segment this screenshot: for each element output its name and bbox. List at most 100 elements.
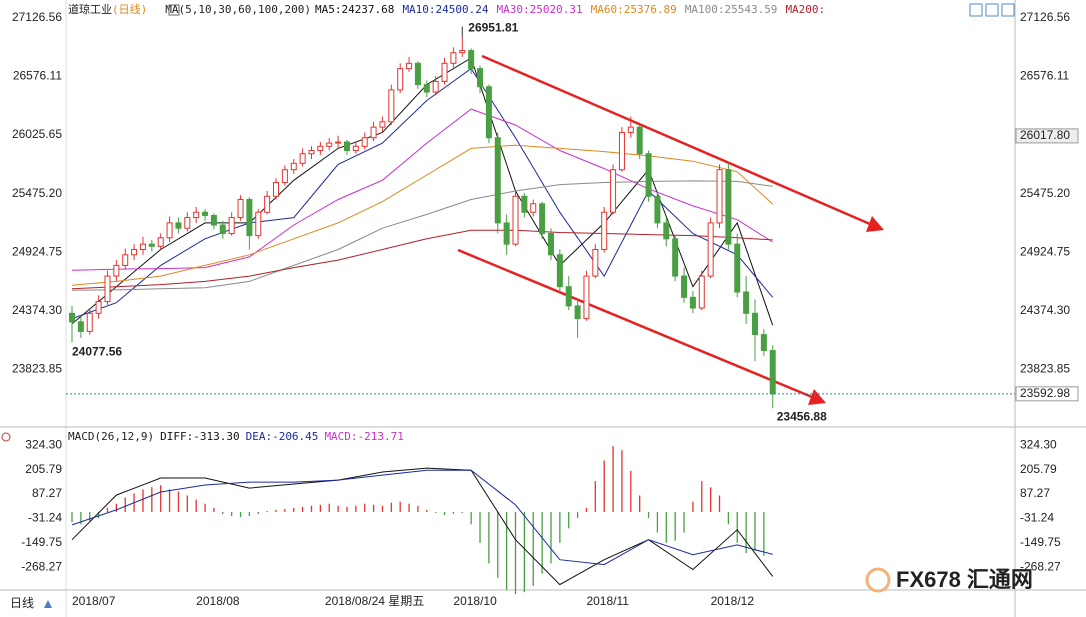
candle-body xyxy=(281,169,288,183)
macd-line xyxy=(71,467,774,586)
indicator: MA(5,10,30,60,100,200) xyxy=(165,3,311,16)
y-tick-label: 25475.20 xyxy=(12,186,62,200)
candle-body xyxy=(184,217,191,229)
y-tick-label: 324.30 xyxy=(25,437,62,451)
y-tick-label: -149.75 xyxy=(21,535,62,549)
candle-body xyxy=(343,141,350,152)
legend-entry: DEA:-206.45 xyxy=(246,430,319,443)
candle-body xyxy=(113,264,120,277)
candle-body xyxy=(95,301,102,314)
candle-body xyxy=(654,195,661,224)
toolbar-button[interactable] xyxy=(969,3,983,17)
y-tick-label: -31.24 xyxy=(28,511,62,525)
candle-body xyxy=(77,321,84,332)
candle-body xyxy=(689,296,696,309)
toolbar-button[interactable] xyxy=(985,3,999,17)
candle-body xyxy=(228,217,235,235)
ma-line xyxy=(71,180,773,291)
candle-body xyxy=(592,248,599,277)
high-label: 26951.81 xyxy=(468,21,518,35)
y-tick-label: 205.79 xyxy=(25,462,62,476)
candle-body xyxy=(565,286,572,307)
candle-body xyxy=(219,224,226,235)
watermark-logo xyxy=(865,567,891,593)
legend-entry: MA5:24237.68 xyxy=(315,3,394,16)
crosshair-box xyxy=(1015,128,1079,144)
candle-body xyxy=(530,203,537,213)
y-tick-label: 87.27 xyxy=(1020,486,1050,500)
candle-body xyxy=(725,169,732,245)
settings-icon[interactable] xyxy=(1,432,11,442)
tab-arrow[interactable] xyxy=(44,600,52,608)
y-tick-label: 27126.56 xyxy=(12,10,62,24)
y-tick-label: 24374.30 xyxy=(12,303,62,317)
x-tick-label: 2018/10 xyxy=(453,594,497,608)
candle-body xyxy=(317,145,324,152)
candle-body xyxy=(716,169,723,224)
candle-body xyxy=(707,222,714,277)
legend-entry: MA200: xyxy=(785,3,825,16)
candle-body xyxy=(681,275,688,298)
candle-body xyxy=(370,126,377,139)
crosshair-label: 26017.80 xyxy=(1020,128,1070,142)
candle-body xyxy=(672,238,679,277)
y-tick-label: 24374.30 xyxy=(1020,303,1070,317)
candle-body xyxy=(494,137,501,224)
y-tick-label: 27126.56 xyxy=(1020,10,1070,24)
y-tick-label: 23823.85 xyxy=(12,361,62,375)
candle-body xyxy=(539,203,546,235)
candle-body xyxy=(246,198,253,237)
trend-line xyxy=(481,54,871,226)
candle-body xyxy=(645,153,652,197)
x-tick-label: 2018/08 xyxy=(196,594,240,608)
toolbar-button[interactable] xyxy=(1001,3,1015,17)
candle-body xyxy=(663,222,670,240)
candle-body xyxy=(627,126,634,133)
candle-body xyxy=(122,254,129,266)
candle-body xyxy=(698,275,705,309)
candle-body xyxy=(175,222,182,229)
candle-body xyxy=(308,150,315,155)
candle-body xyxy=(388,89,395,123)
candle-body xyxy=(86,312,93,332)
arrow-head xyxy=(808,389,826,405)
candle-body xyxy=(352,145,359,152)
chart-header: 道琼工业(日线) MA(5,10,30,60,100,200) MA5:24237.… xyxy=(68,2,825,16)
x-tick-label: 2018/12 xyxy=(711,594,755,608)
crosshair-date: 2018/08/24 星期五 xyxy=(325,594,424,608)
y-tick-label: 26576.11 xyxy=(13,69,62,83)
period: (日线) xyxy=(112,2,147,16)
candle-body xyxy=(157,237,164,247)
candle-body xyxy=(414,62,421,86)
y-tick-label: 205.79 xyxy=(1020,462,1057,476)
candle-body xyxy=(290,162,297,171)
candle-body xyxy=(202,211,209,216)
macd-title: MACD(26,12,9) xyxy=(68,430,154,443)
y-tick-label: -31.24 xyxy=(1020,511,1054,525)
candle-body xyxy=(131,248,138,256)
ma-line xyxy=(71,144,774,286)
candle-body xyxy=(193,211,200,219)
y-tick-label: 26025.65 xyxy=(12,127,62,141)
candle-body xyxy=(148,243,155,247)
candle-body xyxy=(485,86,492,139)
tab[interactable]: 日线 xyxy=(10,596,34,610)
indicator-icon[interactable] xyxy=(168,4,180,16)
candle-body xyxy=(618,131,625,171)
candle-body xyxy=(273,181,280,197)
candle-body xyxy=(139,243,146,250)
candle-body xyxy=(521,195,528,213)
candle-body xyxy=(477,68,484,88)
candle-body xyxy=(636,126,643,155)
y-tick-label: 25475.20 xyxy=(1020,186,1070,200)
candle-body xyxy=(574,305,581,320)
candle-body xyxy=(450,52,457,64)
candle-body xyxy=(166,222,173,239)
candle-body xyxy=(423,84,430,93)
legend-entry: MACD:-213.71 xyxy=(324,430,403,443)
candle-body xyxy=(335,141,342,144)
ma-line xyxy=(71,67,774,320)
candle-body xyxy=(326,142,333,147)
y-tick-label: -268.27 xyxy=(21,559,62,573)
candle-body xyxy=(69,312,75,323)
